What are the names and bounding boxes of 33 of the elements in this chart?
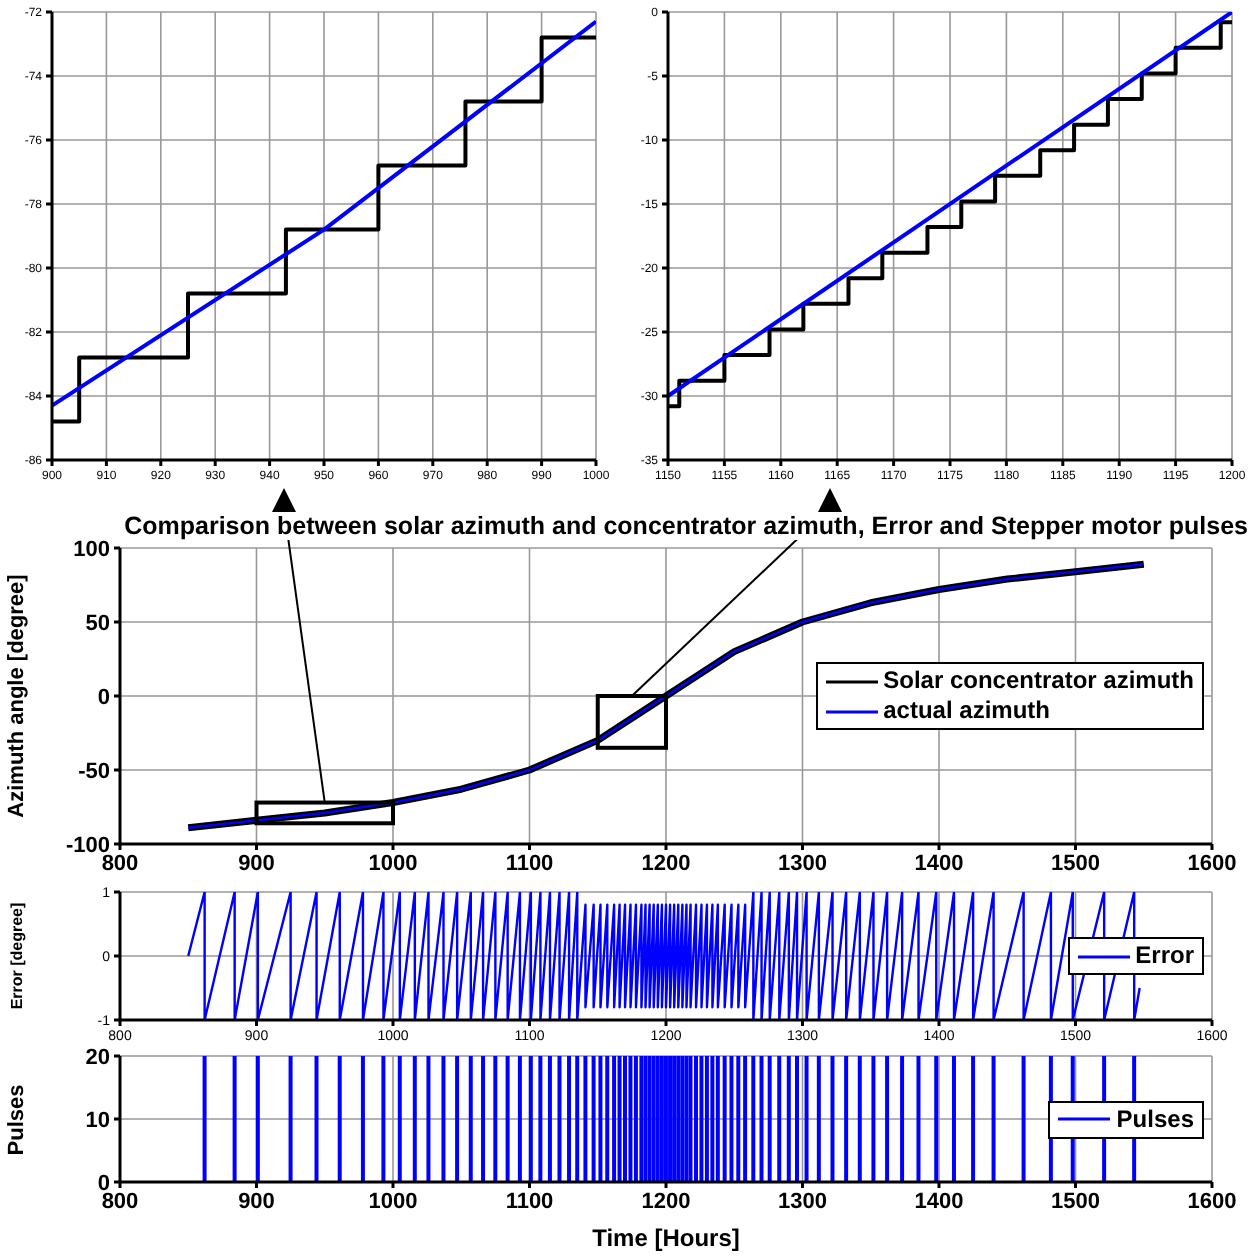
x-axis-title: Time [Hours] — [592, 1224, 740, 1252]
legend-label: Pulses — [1116, 1104, 1194, 1134]
x-tick-label: 1000 — [368, 851, 418, 876]
x-tick-label: 1600 — [1187, 851, 1237, 876]
x-tick-label: 900 — [238, 1189, 275, 1214]
x-tick-label: 1000 — [368, 1189, 418, 1214]
y-tick-label: -50 — [78, 759, 110, 784]
x-tick-label: 1300 — [778, 1189, 827, 1214]
y-tick-label: 100 — [73, 537, 110, 562]
y-axis-title: Azimuth angle [degree] — [5, 574, 29, 818]
legend-label: Solar concentrator azimuth — [883, 666, 1194, 696]
x-tick-label: 1200 — [641, 851, 691, 876]
legend-label: Error — [1135, 941, 1194, 971]
chart-title: Comparison between solar azimuth and concentrator azimuth, Error and Stepper motor pulses — [124, 512, 1248, 540]
x-tick-label: 1400 — [914, 1189, 964, 1214]
x-tick-label: 1100 — [505, 851, 554, 876]
x-tick-label: 1500 — [1051, 1189, 1100, 1214]
y-tick-label: 0 — [97, 685, 110, 710]
x-tick-label: 1600 — [1187, 1189, 1237, 1214]
y-axis-title: Pulses — [5, 1083, 29, 1155]
y-tick-label: 10 — [85, 1108, 110, 1133]
x-tick-label: 900 — [238, 851, 275, 876]
y-axis-title: Error [degree] — [8, 902, 26, 1010]
x-tick-label: 1100 — [505, 1189, 554, 1214]
legend-label: actual azimuth — [883, 696, 1050, 726]
y-tick-label: 50 — [85, 611, 110, 636]
x-tick-label: 1500 — [1051, 851, 1100, 876]
x-tick-label: 800 — [101, 1189, 139, 1214]
y-tick-label: 20 — [85, 1045, 110, 1070]
x-tick-label: 1300 — [778, 851, 827, 876]
x-tick-label: 1200 — [641, 1189, 691, 1214]
x-tick-label: 800 — [101, 851, 139, 876]
x-tick-label: 1400 — [914, 851, 964, 876]
